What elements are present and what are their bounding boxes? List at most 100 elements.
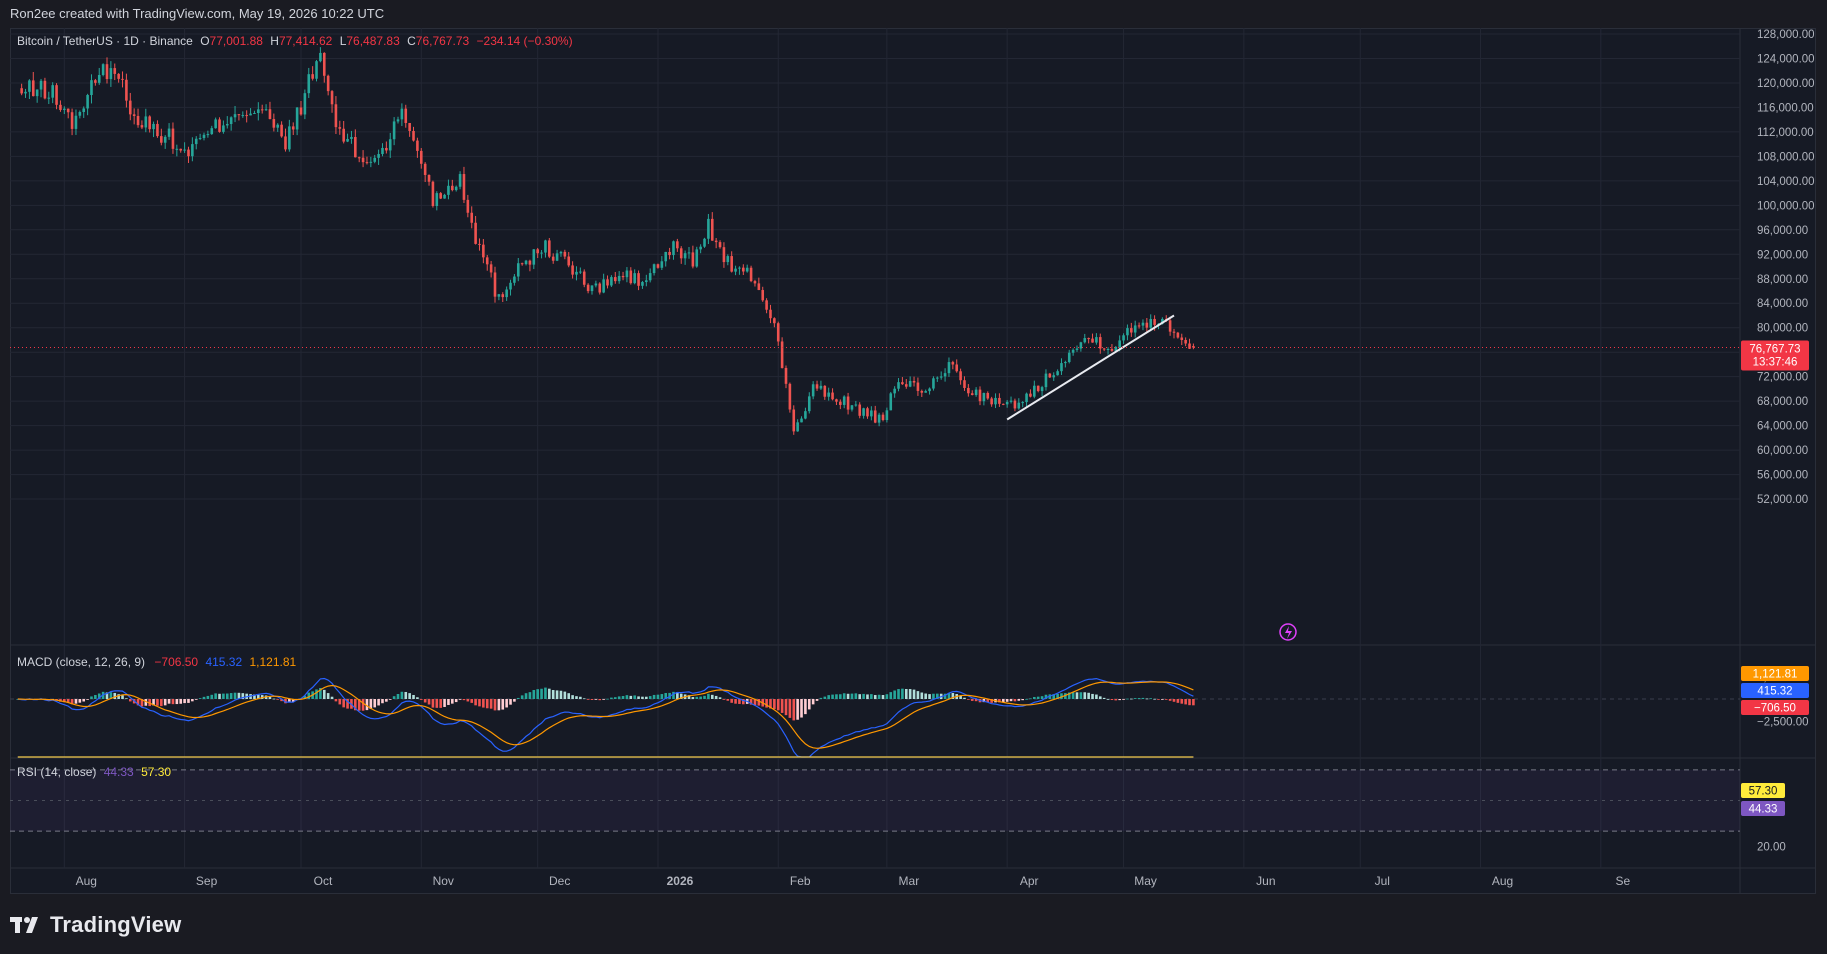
macd-histogram-bar (621, 696, 625, 699)
rsi-value-badge (1741, 801, 1785, 816)
macd-histogram-bar (707, 693, 710, 699)
macd-histogram-bar (524, 693, 528, 699)
candle-body (524, 260, 528, 265)
macd-histogram-bar (1083, 692, 1087, 699)
macd-value-badge (1741, 683, 1809, 698)
macd-histogram-bar (579, 696, 582, 699)
candle-body (47, 97, 51, 99)
macd-histogram-bar (105, 692, 109, 699)
macd-histogram-bar (1025, 698, 1028, 700)
macd-histogram-bar (811, 699, 815, 705)
macd-histogram-bar (664, 693, 668, 699)
macd-histogram-bar (241, 693, 245, 699)
macd-line-value: 415.32 (205, 655, 243, 669)
macd-histogram-bar (1157, 699, 1160, 700)
close-value: 76,767.73 (415, 34, 470, 48)
tradingview-logo[interactable]: TradingView (10, 912, 181, 938)
time-tick-label: Nov (433, 874, 454, 888)
candle-body (1172, 331, 1176, 333)
candle-body (322, 52, 326, 76)
candle-body (148, 116, 151, 130)
macd-histogram-bar (928, 694, 931, 699)
macd-histogram-bar (854, 693, 858, 699)
macd-histogram-bar (187, 699, 190, 703)
candle-body (183, 149, 186, 151)
chart-canvas[interactable]: 128,000.00 124,000.00 120,000.00 116,000.00… (10, 28, 1816, 894)
macd-histogram-bar (346, 699, 349, 709)
macd-histogram-bar (528, 692, 532, 699)
macd-histogram-bar (291, 699, 295, 702)
candle-body (1033, 385, 1036, 397)
candle-body (361, 157, 365, 163)
candle-body (908, 380, 912, 387)
attribution-bar: Ron2ee created with TradingView.com, May… (0, 0, 1827, 26)
candle-body (373, 157, 377, 162)
macd-histogram-bar (606, 698, 609, 700)
macd-histogram-bar (967, 699, 970, 700)
candle-body (757, 283, 761, 291)
macd-histogram-bar (419, 699, 423, 700)
time-tick-label: Dec (549, 874, 570, 888)
candle-body (998, 397, 1001, 404)
price-tick-label: 112,000.00 (1757, 127, 1814, 139)
macd-histogram-bar (998, 699, 1001, 703)
candle-body (613, 277, 617, 282)
candle-body (187, 149, 190, 157)
macd-histogram-bar (908, 689, 912, 699)
candle-body (291, 126, 295, 130)
candle-body (385, 147, 388, 151)
candle-body (288, 126, 291, 150)
candle-body (707, 218, 710, 239)
candle-body (881, 414, 885, 421)
macd-histogram-bar (233, 692, 237, 699)
candle-body (24, 91, 27, 94)
candle-body (994, 397, 997, 405)
macd-histogram-bar (361, 699, 365, 711)
macd-histogram-bar (482, 699, 485, 708)
macd-label[interactable]: MACD (close, 12, 26, 9) (17, 655, 146, 669)
candle-body (1106, 349, 1110, 351)
macd-histogram-bar (974, 699, 978, 702)
candle-body (982, 392, 986, 402)
macd-histogram-bar (1118, 699, 1121, 701)
macd-histogram-bar (858, 694, 862, 699)
candle-body (1110, 349, 1114, 351)
macd-histogram-bar (280, 699, 283, 702)
candle-body (745, 267, 749, 272)
candle-body (873, 410, 877, 423)
candle-body (617, 275, 621, 282)
macd-histogram-bar (237, 692, 241, 699)
macd-histogram-bar (540, 688, 543, 699)
candle-body (86, 95, 89, 109)
price-tick-label: 92,000.00 (1757, 249, 1808, 261)
macd-histogram-bar (730, 699, 733, 703)
candle-body (582, 271, 586, 285)
time-tick-label: Jun (1256, 874, 1275, 888)
macd-histogram-bar (749, 699, 753, 705)
candle-body (885, 410, 889, 421)
candle-body (458, 174, 462, 187)
symbol-label[interactable]: Bitcoin / TetherUS · 1D · Binance (17, 34, 193, 48)
macd-histogram-bar (377, 699, 380, 706)
macd-histogram-bar (831, 694, 834, 699)
macd-histogram-bar (94, 694, 97, 699)
candle-body (202, 134, 206, 139)
macd-histogram-bar (1122, 699, 1125, 700)
chart-frame[interactable] (10, 28, 1816, 894)
candle-body (1118, 340, 1121, 347)
macd-histogram-bar (501, 699, 505, 710)
candle-body (412, 130, 415, 141)
macd-histogram-bar (594, 699, 598, 700)
price-tick-label: 96,000.00 (1757, 225, 1808, 237)
price-tick-label: 100,000.00 (1757, 200, 1815, 212)
macd-histogram-bar (210, 694, 214, 699)
rsi-label[interactable]: RSI (14, close) (17, 765, 97, 779)
macd-histogram-bar (866, 694, 869, 699)
macd-histogram-bar (253, 694, 256, 699)
candle-body (70, 112, 74, 129)
candle-body (125, 79, 128, 101)
candle-body (1017, 402, 1021, 409)
macd-histogram-bar (1130, 698, 1133, 700)
candle-body (1040, 387, 1044, 392)
macd-histogram-bar (873, 695, 877, 699)
